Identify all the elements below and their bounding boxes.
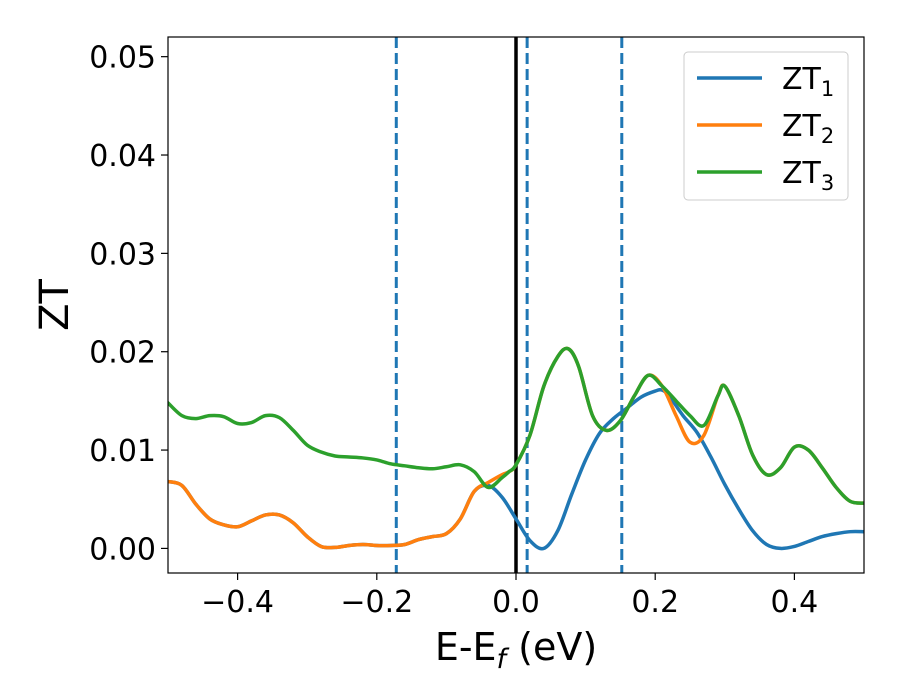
y-tick-label: 0.04 [89,139,156,174]
x-axis-label: E-Ef (eV) [435,625,597,675]
y-tick-label: 0.01 [89,434,156,469]
x-tick-label: 0.4 [771,585,819,620]
y-axis-label: ZT [32,279,78,331]
y-tick-label: 0.02 [89,336,156,371]
legend: ZT1 ZT2 ZT3 [683,51,849,201]
series-line-zt3 [168,346,864,505]
y-tick-label: 0.03 [89,237,156,272]
x-tick-label: 0.2 [631,585,679,620]
series-lines [168,346,864,551]
legend-box [683,51,849,201]
x-axis-ticks: −0.4 −0.2 0.0 0.2 0.4 [201,573,818,620]
legend-label-zt1: ZT1 [782,62,834,101]
legend-label-zt2: ZT2 [782,109,834,148]
y-tick-label: 0.00 [89,532,156,567]
y-tick-label: 0.05 [89,41,156,76]
x-tick-label: 0.0 [492,585,540,620]
x-tick-label: −0.2 [340,585,413,620]
y-axis-ticks: 0.00 0.01 0.02 0.03 0.04 0.05 [89,41,168,567]
legend-label-zt3: ZT3 [782,156,834,195]
vertical-markers [394,37,624,573]
x-tick-label: −0.4 [201,585,274,620]
